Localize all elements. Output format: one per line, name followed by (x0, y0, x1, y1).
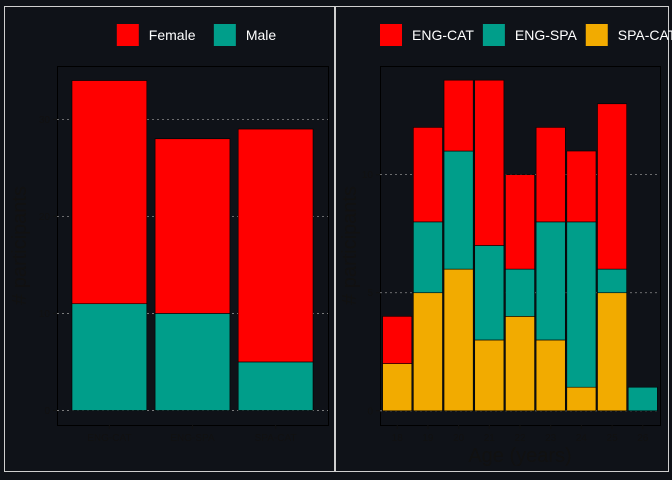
bar-eng-spa-22 (505, 268, 535, 317)
legend-label-eng-cat: ENG-CAT (412, 27, 474, 43)
bar-spa-cat-24 (566, 386, 597, 412)
bar-male-eng-spa (154, 313, 231, 411)
y-tick-label: 20 (39, 212, 51, 223)
bar-eng-spa-26 (627, 386, 658, 412)
panel-1: 0 10 20 30 ENG-CAT ENG-SPA SPA-CAT # participan… (9, 24, 329, 444)
x-tick-label: 19 (422, 433, 434, 444)
x-tick-label: 22 (514, 433, 526, 444)
bar-male-spa-cat (237, 361, 314, 411)
legend-swatch-spa-cat (585, 24, 608, 46)
x-tick-label: SPA-CAT (255, 433, 297, 444)
bar-spa-cat-19 (413, 292, 443, 412)
y-tick-label: 30 (39, 115, 51, 126)
bar-eng-spa-24 (566, 221, 597, 388)
x-tick-label: 25 (607, 433, 619, 444)
legend-label-male: Male (246, 27, 277, 43)
y-tick-label: 10 (39, 309, 51, 320)
bar-eng-spa-25 (597, 268, 627, 294)
x-tick-label: 26 (637, 433, 649, 444)
bar-eng-cat-20 (443, 79, 474, 152)
bar-eng-cat-19 (413, 127, 443, 223)
bar-eng-spa-19 (413, 221, 443, 294)
left-panel-border (4, 6, 335, 472)
legend-swatch-male (213, 24, 236, 46)
bar-eng-spa-23 (535, 221, 566, 341)
legend-label-eng-spa: ENG-SPA (515, 27, 578, 43)
legend-swatch-eng-spa (482, 24, 505, 46)
bar-female-spa-cat (237, 128, 314, 363)
bar-eng-cat-18 (382, 316, 413, 364)
x-tick-label: 23 (545, 433, 557, 444)
y-axis-label: # participants (339, 186, 361, 305)
bar-eng-cat-24 (566, 150, 597, 223)
legend: ENG-CAT ENG-SPA SPA-CAT (380, 24, 672, 46)
x-tick-label: 20 (453, 433, 465, 444)
bar-spa-cat-22 (505, 316, 535, 412)
y-axis-label: # participants (9, 186, 31, 305)
bar-eng-cat-22 (505, 174, 535, 270)
x-tick-label: ENG-SPA (170, 433, 215, 444)
y-tick-label: 0 (367, 406, 373, 417)
bar-spa-cat-18 (382, 363, 413, 412)
legend-swatch-female (116, 24, 139, 46)
legend: Female Male (116, 24, 277, 46)
bar-female-eng-spa (154, 138, 231, 314)
y-tick-label: 0 (44, 406, 50, 417)
legend-swatch-eng-cat (380, 24, 402, 46)
bar-female-eng-cat (71, 80, 148, 305)
x-axis-label: Age (years) (468, 445, 571, 467)
legend-label-spa-cat: SPA-CAT (618, 27, 672, 43)
bar-eng-cat-23 (535, 127, 566, 223)
x-tick-label: ENG-CAT (87, 433, 131, 444)
bar-eng-cat-25 (597, 103, 627, 270)
y-tick-label: 10 (362, 170, 374, 181)
y-tick-label: 5 (367, 288, 373, 299)
bar-spa-cat-25 (597, 292, 627, 412)
x-tick-label: 24 (576, 433, 588, 444)
panel-2: 0 5 10 18 19 20 21 22 23 24 25 26 # participants Age … (339, 24, 672, 467)
bar-male-eng-cat (71, 303, 148, 411)
bar-eng-spa-21 (474, 245, 505, 341)
bar-eng-cat-21 (474, 79, 505, 246)
bar-spa-cat-21 (474, 339, 505, 412)
x-tick-label: 21 (484, 433, 496, 444)
legend-label-female: Female (149, 27, 196, 43)
bar-spa-cat-20 (443, 268, 474, 412)
bar-eng-spa-20 (443, 150, 474, 270)
x-tick-label: 18 (392, 433, 404, 444)
bar-spa-cat-23 (535, 339, 566, 412)
right-panel-border (335, 6, 669, 472)
